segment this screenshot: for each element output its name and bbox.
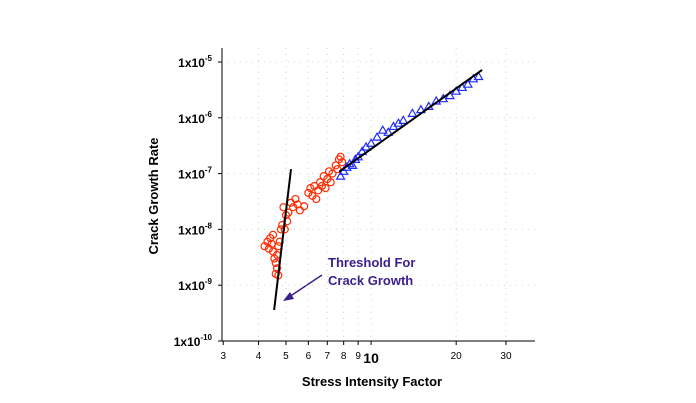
data-point — [289, 203, 298, 212]
x-tick-label: 20 — [451, 351, 463, 362]
x-tick-label: 4 — [256, 351, 262, 362]
data-point — [336, 152, 345, 161]
data-point — [312, 194, 321, 204]
x-tick-label: 6 — [306, 351, 312, 362]
data-point — [383, 127, 394, 136]
data-point — [321, 183, 330, 193]
x-axis-label: Stress Intensity Factor — [302, 374, 442, 389]
x-tick-label: 7 — [324, 351, 330, 362]
annotation: Threshold For — [328, 255, 415, 270]
data-point — [291, 194, 300, 204]
data-point — [372, 131, 383, 141]
y-tick-label: 1x10-9 — [178, 277, 212, 293]
data-point — [462, 78, 473, 88]
x-tick-label: 3 — [220, 351, 226, 362]
data-point — [295, 206, 304, 215]
annotation-arrow — [288, 274, 323, 298]
data-point — [338, 158, 347, 167]
x-tick-label: 30 — [500, 351, 512, 362]
data-point — [268, 230, 278, 239]
data-point — [326, 178, 335, 187]
data-point — [398, 115, 409, 124]
data-point — [473, 71, 484, 81]
data-point — [347, 160, 358, 170]
data-point — [377, 124, 388, 134]
data-point — [306, 183, 315, 193]
y-tick-label: 1x10-7 — [178, 166, 212, 182]
data-point — [283, 217, 292, 226]
fit-line — [338, 69, 483, 173]
data-point — [328, 169, 337, 178]
data-point — [335, 170, 346, 180]
data-point — [314, 186, 323, 195]
annotation: Crack Growth — [328, 273, 413, 288]
data-point — [300, 202, 309, 211]
y-tick-label: 1x10-10 — [174, 333, 213, 349]
x-tick-label: 8 — [341, 351, 347, 362]
fit-line — [273, 169, 293, 311]
x-tick-label: 10 — [363, 350, 379, 366]
y-tick-label: 1x10-6 — [178, 110, 212, 126]
y-tick-label: 1x10-5 — [178, 54, 212, 70]
data-point — [407, 108, 418, 117]
data-point — [366, 138, 377, 147]
y-tick-label: 1x10-8 — [178, 221, 212, 237]
annotation-arrowhead — [283, 292, 294, 301]
x-tick-label: 5 — [283, 351, 289, 362]
data-point — [393, 117, 404, 127]
data-point — [333, 165, 342, 174]
x-tick-label: 9 — [355, 351, 361, 362]
data-point — [331, 161, 340, 170]
y-axis-label: Crack Growth Rate — [146, 137, 161, 254]
